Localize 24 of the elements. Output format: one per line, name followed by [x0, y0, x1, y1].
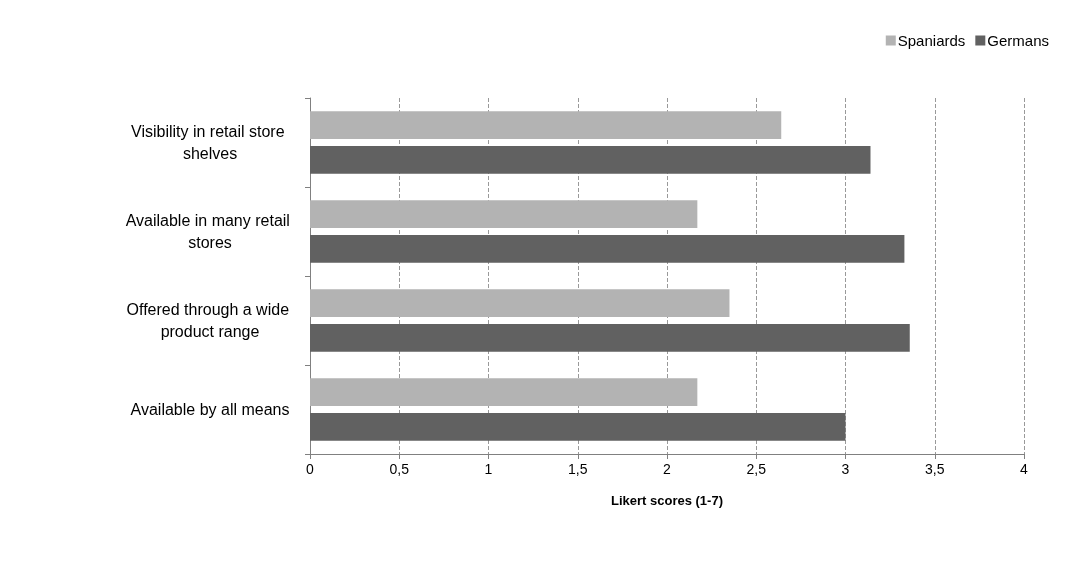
legend-label: Germans	[987, 32, 1049, 49]
y-tick-label: Available in many retail stores	[125, 212, 295, 251]
x-tick-label: 4	[1020, 461, 1029, 477]
x-tick-label: 2	[663, 461, 672, 477]
bar	[310, 200, 698, 229]
bar	[310, 412, 846, 441]
x-tick-label: 2,5	[746, 461, 767, 477]
legend-label: Spaniards	[897, 32, 966, 49]
x-tick-label: 3	[841, 461, 850, 477]
y-tick-label: Available by all means	[130, 401, 290, 418]
y-tick-label: Visibility in retail store shelves	[131, 123, 289, 162]
x-tick-label: 0,5	[389, 461, 410, 477]
bar	[310, 234, 905, 263]
x-tick-label: 3,5	[925, 461, 945, 477]
x-tick-label: 1,5	[568, 461, 588, 477]
bar	[310, 289, 730, 318]
x-axis-title: Likert scores (1-7)	[611, 493, 723, 508]
x-tick-label: 1	[484, 461, 493, 477]
x-tick-label: 0	[306, 461, 315, 477]
bar	[310, 378, 698, 407]
bar	[310, 323, 910, 352]
y-tick-label: Offered through a wide product range	[126, 301, 294, 340]
bar	[310, 145, 871, 174]
bar	[310, 111, 782, 140]
